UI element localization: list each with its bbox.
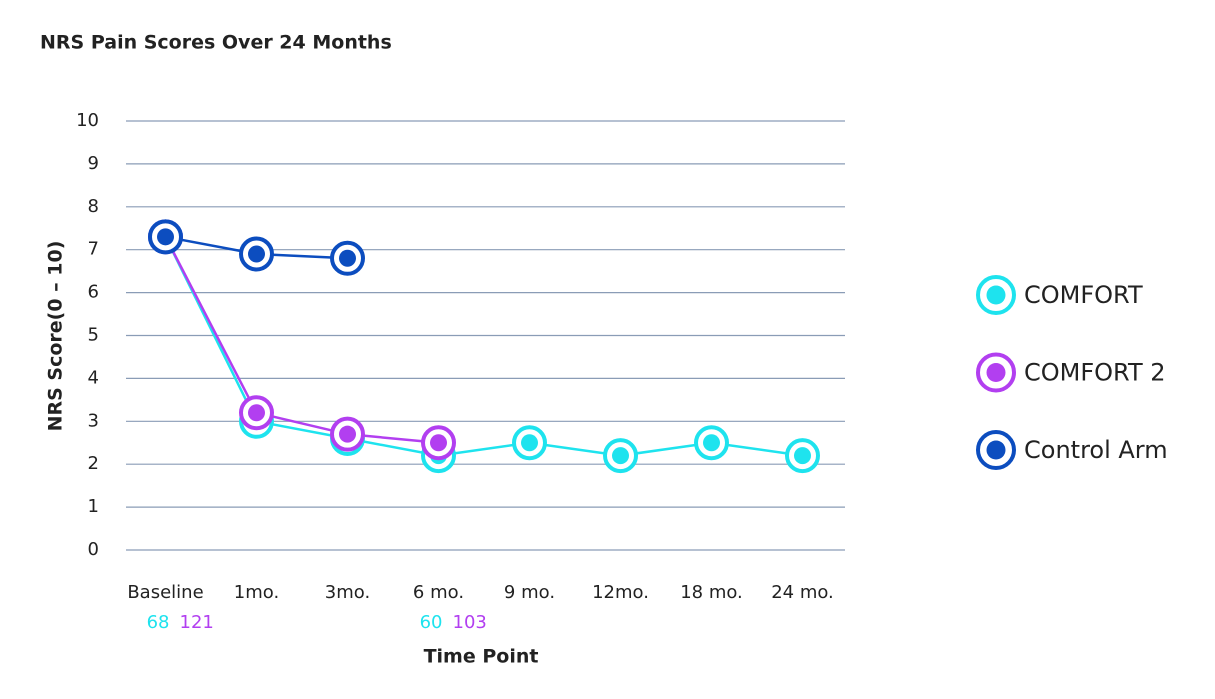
sample-size: 60 (420, 612, 443, 633)
series (148, 219, 365, 276)
marker-dot (339, 249, 356, 267)
marker-dot (521, 434, 538, 452)
chart-title: NRS Pain Scores Over 24 Months (40, 32, 392, 54)
y-tick-label: 10 (76, 110, 99, 131)
x-tick-label: 6 mo. (413, 582, 464, 603)
data-point (694, 425, 729, 461)
data-point (421, 425, 456, 461)
series-line (164, 236, 439, 444)
sample-size: 103 (453, 612, 487, 633)
x-tick-label: Baseline (127, 582, 203, 603)
marker-dot (248, 245, 265, 263)
legend-label: COMFORT (1024, 281, 1143, 309)
marker-dot (339, 425, 356, 443)
y-tick-label: 5 (88, 325, 99, 346)
y-tick-label: 7 (88, 239, 99, 260)
x-tick-label: 3mo. (325, 582, 370, 603)
x-tick-label: 1mo. (234, 582, 279, 603)
marker-dot (430, 434, 447, 452)
y-tick-label: 3 (88, 410, 99, 431)
legend-item: COMFORT 2 (976, 352, 1166, 393)
x-tick-label: 24 mo. (771, 582, 834, 603)
legend-label: COMFORT 2 (1024, 359, 1166, 387)
sample-size: 121 (180, 612, 214, 633)
data-point (330, 416, 365, 452)
data-point (239, 395, 274, 431)
data-point (785, 438, 820, 474)
y-tick-label: 4 (88, 367, 99, 388)
data-point (330, 240, 365, 276)
y-tick-label: 2 (88, 453, 99, 474)
y-tick-label: 1 (88, 496, 99, 517)
y-tick-label: 0 (88, 539, 99, 560)
y-tick-label: 6 (88, 282, 99, 303)
legend-item: Control Arm (976, 430, 1168, 470)
x-tick-label: 9 mo. (504, 582, 555, 603)
x-tick-label: 12mo. (592, 582, 649, 603)
legend-item: COMFORT (976, 275, 1143, 315)
y-axis-label: NRS Score(0 – 10) (45, 241, 67, 432)
data-point (603, 438, 638, 474)
x-tick-label: 18 mo. (680, 582, 743, 603)
marker-dot (157, 228, 174, 246)
marker-dot (612, 447, 629, 465)
legend-dot (986, 363, 1006, 382)
marker-dot (794, 447, 811, 465)
legend-label: Control Arm (1024, 436, 1168, 464)
data-point (239, 236, 274, 272)
data-point (512, 425, 547, 461)
marker-dot (703, 434, 720, 452)
data-point (148, 219, 183, 255)
x-axis-label: Time Point (424, 646, 539, 668)
marker-dot (248, 404, 265, 422)
legend-dot (986, 285, 1006, 305)
y-tick-label: 9 (88, 153, 99, 174)
y-tick-label: 8 (88, 196, 99, 217)
sample-size: 68 (147, 612, 170, 633)
legend-dot (986, 440, 1006, 460)
